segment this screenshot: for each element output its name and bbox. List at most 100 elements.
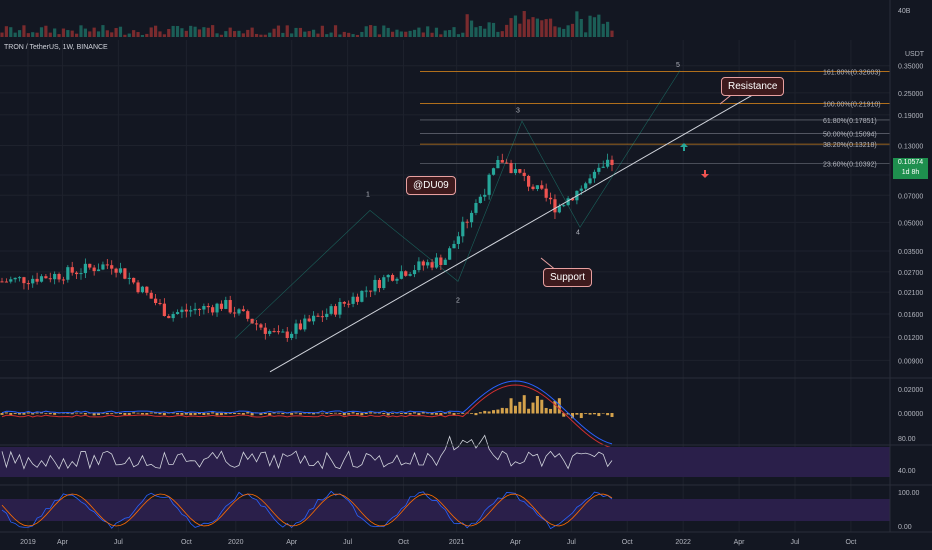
candle-body <box>61 279 66 281</box>
macd-histogram-bar <box>535 396 539 414</box>
candle-body <box>360 290 364 302</box>
volume-bar <box>123 34 127 37</box>
volume-bar <box>430 32 434 37</box>
macd-histogram-bar <box>522 395 526 414</box>
volume-bar <box>386 27 390 37</box>
volume-bar <box>452 27 456 37</box>
volume-bar <box>66 30 70 37</box>
time-tick-label: 2021 <box>449 539 465 546</box>
candle-body <box>307 318 311 322</box>
volume-bar <box>298 27 303 37</box>
macd-histogram-bar <box>325 413 329 414</box>
volume-bar <box>522 11 526 37</box>
rsi-band <box>0 447 890 477</box>
macd-histogram-bar <box>176 413 180 415</box>
volume-bar <box>158 31 162 37</box>
macd-histogram-bar <box>571 413 575 419</box>
candle-body <box>531 186 535 190</box>
macd-histogram-bar <box>75 412 79 414</box>
volume-bar <box>53 28 57 37</box>
volume-bar <box>562 28 566 37</box>
signal-line <box>1 384 613 449</box>
macd-histogram-bar <box>500 407 504 414</box>
volume-bar <box>276 25 281 37</box>
macd-histogram-bar <box>610 413 614 417</box>
candle-body <box>316 315 320 317</box>
volume-bar <box>496 31 500 37</box>
macd-histogram-bar <box>48 413 52 415</box>
macd-histogram-bar <box>513 405 517 414</box>
macd-histogram-bar <box>224 413 228 415</box>
volume-bar <box>237 30 241 37</box>
candle-body <box>483 194 487 197</box>
macd-histogram-bar <box>0 413 4 415</box>
candle-body <box>241 309 245 312</box>
candle-body <box>518 169 522 173</box>
stoch-k-line <box>1 490 613 530</box>
candle-body <box>232 312 237 314</box>
macd-histogram-bar <box>140 413 144 415</box>
volume-bar <box>101 25 105 37</box>
candle-body <box>202 306 206 310</box>
volume-bar <box>487 22 491 37</box>
macd-histogram-bar <box>26 412 30 414</box>
macd-histogram-bar <box>197 413 201 415</box>
macd-pane <box>0 380 614 449</box>
candle-body <box>276 331 281 333</box>
volume-bar <box>184 30 188 37</box>
wave-label: 2 <box>456 297 460 304</box>
volume-bar <box>584 32 588 37</box>
macd-histogram-bar <box>219 413 223 415</box>
macd-histogram-bar <box>373 412 377 414</box>
candle-body <box>347 303 351 305</box>
macd-histogram-bar <box>171 412 175 414</box>
volume-bar <box>44 25 48 37</box>
macd-histogram-bar <box>281 413 285 415</box>
candle-body <box>544 188 548 198</box>
volume-bar <box>83 28 87 37</box>
volume-bar <box>197 29 202 37</box>
candle-body <box>382 277 386 289</box>
volume-bar <box>241 33 245 37</box>
volume-bar <box>96 31 101 37</box>
fibonacci-levels: 161.80%(0.32603) 100.00%(0.21910) 61.80%(0… <box>420 69 890 168</box>
macd-histogram-bar <box>53 413 57 415</box>
macd-histogram-bar <box>70 413 74 415</box>
volume-bar <box>88 31 92 37</box>
candle-body <box>290 333 294 339</box>
macd-histogram-bar <box>408 413 412 415</box>
macd-histogram-bar <box>575 413 579 415</box>
volume-bar <box>272 28 276 37</box>
volume-bar <box>557 27 561 37</box>
volume-bar <box>285 25 289 37</box>
volume-bar <box>39 27 44 37</box>
candle-body <box>434 257 439 268</box>
fib-label: 161.80%(0.32603) <box>823 69 881 76</box>
volume-bar <box>175 26 180 37</box>
elliott-wave-path <box>234 70 681 339</box>
volume-bar <box>377 34 382 37</box>
time-tick-label: Oct <box>398 539 409 546</box>
candle-body <box>601 166 605 168</box>
volume-bar <box>491 22 496 37</box>
macd-histogram-bar <box>246 412 250 414</box>
candle-body <box>215 303 219 313</box>
candle-body <box>461 221 465 237</box>
price-tick-label: 0.03500 <box>898 249 923 256</box>
volume-bar <box>434 27 439 37</box>
macd-histogram-bar <box>162 413 166 416</box>
volume-bar <box>136 32 140 37</box>
volume-bar <box>329 32 333 37</box>
candle-body <box>17 277 22 279</box>
candle-body <box>48 278 52 280</box>
arrow-down-icon <box>701 170 709 178</box>
candle-body <box>88 263 92 268</box>
time-tick-label: Apr <box>57 539 69 546</box>
volume-bars <box>0 11 614 38</box>
macd-histogram-bar <box>105 413 109 415</box>
wave-label: 3 <box>516 107 520 114</box>
candle-body <box>180 309 184 313</box>
support-line <box>269 77 783 373</box>
volume-bar <box>211 25 215 37</box>
macd-histogram-bar <box>149 412 153 414</box>
